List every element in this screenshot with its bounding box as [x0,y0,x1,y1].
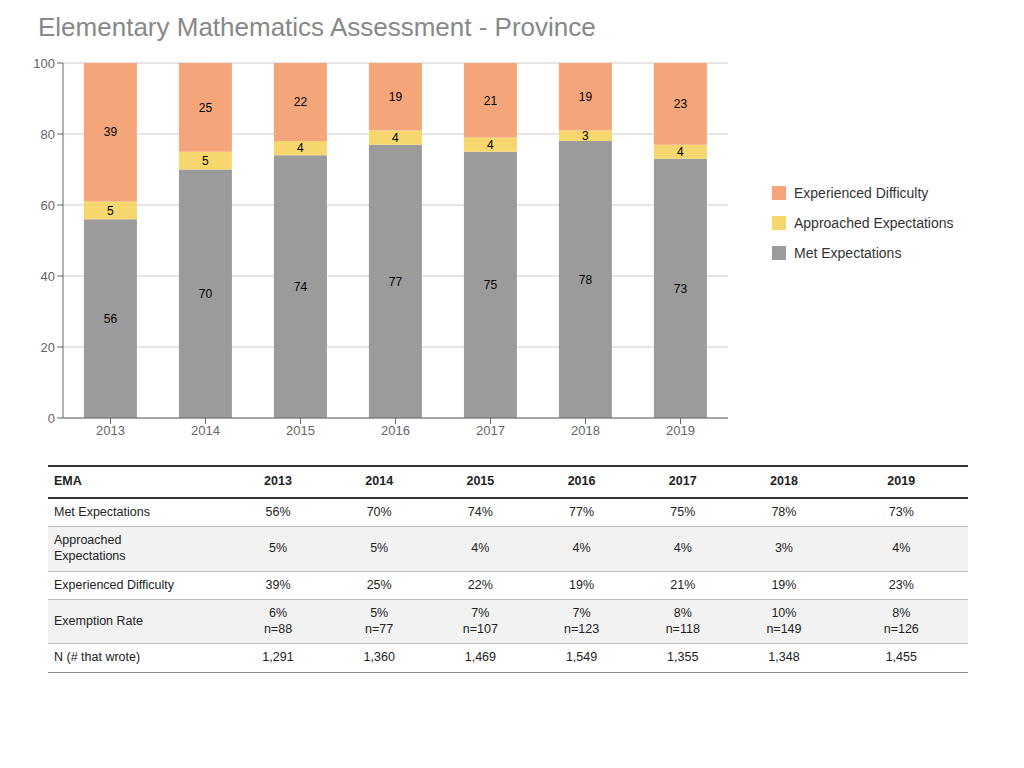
html-text:4%: 4% [892,541,911,556]
html-text:70%: 70% [366,504,392,519]
html-text:39%: 39% [265,577,291,592]
html-text:Met Expectations: Met Expectations [54,504,150,519]
html-text:75%: 75% [670,504,696,519]
svg-text:78: 78 [579,273,593,287]
svg-text:5: 5 [202,154,209,168]
svg-text:0: 0 [48,411,55,426]
html-text:Exemption Rate: Exemption Rate [54,613,143,628]
svg-text:2013: 2013 [96,423,125,438]
svg-text:5: 5 [107,204,114,218]
svg-text:75: 75 [484,278,498,292]
svg-text:77: 77 [389,275,403,289]
svg-text:100: 100 [33,56,55,71]
svg-text:2014: 2014 [191,423,220,438]
svg-text:2018: 2018 [571,423,600,438]
html-text:4%: 4% [572,541,591,556]
html-text:23%: 23% [888,577,914,592]
svg-text:22: 22 [294,95,308,109]
html-text:5%: 5% [269,541,287,556]
html-text:8% n=118: 8% n=118 [665,606,700,636]
html-text:Experienced Difficulty: Experienced Difficulty [794,185,929,201]
svg-text:19: 19 [579,90,593,104]
svg-text:4: 4 [677,145,684,159]
html-text:7% n=123: 7% n=123 [564,606,600,636]
html-text:2013: 2013 [264,474,292,488]
html-text:Approached Expectations: Approached Expectations [54,533,126,563]
svg-text:4: 4 [297,141,304,155]
html-text:Approached Expectations: Approached Expectations [794,215,954,231]
svg-text:73: 73 [674,282,688,296]
svg-text:80: 80 [41,127,55,142]
html-text:73%: 73% [888,504,914,519]
html-text:1,291: 1,291 [262,650,294,665]
html-text:8% n=126: 8% n=126 [883,606,919,636]
html-text:5%: 5% [370,541,389,556]
html-text:77%: 77% [569,504,595,519]
svg-text:39: 39 [104,125,118,139]
html-text:Elementary Mathematics Assessm: Elementary Mathematics Assessment - Prov… [38,12,596,42]
html-text:3%: 3% [774,541,793,556]
html-text:N (# that wrote): N (# that wrote) [54,650,141,665]
svg-text:74: 74 [294,280,308,294]
html-text:19%: 19% [771,577,797,592]
html-text:10% n=149: 10% n=149 [766,606,802,636]
html-text:2015: 2015 [466,474,495,488]
svg-text:21: 21 [484,94,498,108]
svg-text:70: 70 [199,287,213,301]
html-text:1,469: 1,469 [464,650,496,665]
html-text:2016: 2016 [567,474,596,488]
html-text:19%: 19% [569,577,595,592]
svg-text:56: 56 [104,312,118,326]
html-text:2018: 2018 [770,474,798,488]
html-text:6% n=88: 6% n=88 [263,606,293,636]
svg-text:19: 19 [389,90,403,104]
html-text:56%: 56% [265,504,291,519]
html-text:4%: 4% [673,541,692,556]
html-text:1,360: 1,360 [363,650,395,665]
svg-text:23: 23 [674,97,688,111]
html-text:2017: 2017 [668,474,697,488]
svg-text:3: 3 [582,129,589,143]
svg-text:2016: 2016 [381,423,410,438]
html-text:1,355: 1,355 [667,650,699,665]
html-text:2014: 2014 [365,474,394,488]
html-text:25%: 25% [366,577,392,592]
html-text:Experienced Difficulty: Experienced Difficulty [54,577,174,592]
svg-text:40: 40 [41,269,55,284]
html-text:1,455: 1,455 [885,650,917,665]
html-text:5% n=77: 5% n=77 [365,606,394,636]
svg-text:2015: 2015 [286,423,315,438]
svg-text:4: 4 [392,131,399,145]
html-text:78%: 78% [771,504,797,519]
html-text:7% n=107: 7% n=107 [462,606,498,636]
html-text:22%: 22% [467,577,493,592]
html-text:1,549: 1,549 [565,650,598,665]
svg-text:4: 4 [487,138,494,152]
html-text:1,348: 1,348 [768,650,800,665]
html-text:21%: 21% [670,577,696,592]
svg-text:2017: 2017 [476,423,505,438]
html-text:74%: 74% [467,504,493,519]
svg-text:25: 25 [199,101,213,115]
html-text:Met Expectations: Met Expectations [794,245,902,261]
html-text:4%: 4% [471,541,490,556]
html-text:2019: 2019 [887,474,916,488]
html-text:EMA: EMA [54,474,82,488]
svg-text:60: 60 [41,198,55,213]
svg-text:20: 20 [41,340,55,355]
svg-text:2019: 2019 [666,423,695,438]
